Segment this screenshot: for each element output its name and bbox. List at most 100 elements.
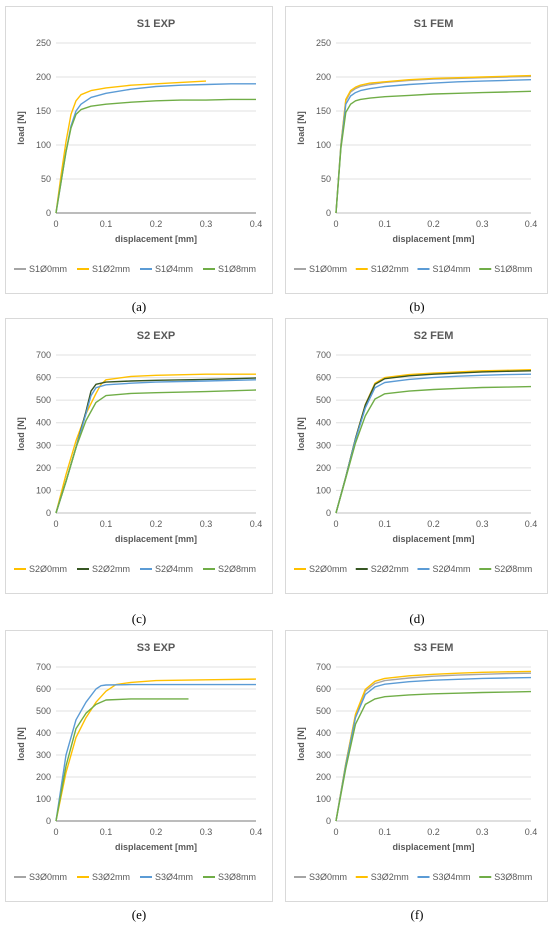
x-tick-label: 0.1 [100,827,113,837]
figure-caption: (e) [131,907,147,922]
y-tick-label: 300 [36,440,51,450]
y-tick-label: 0 [46,816,51,826]
series-line-3 [55,83,256,214]
legend-entry: S1Ø0mm [29,264,67,274]
x-tick-label: 0.4 [525,219,538,229]
y-tick-label: 300 [316,750,331,760]
legend-entry: S1Ø8mm [494,264,532,274]
legend-entry: S2Ø0mm [309,564,347,574]
series-line-1 [335,369,532,514]
legend-entry: S2Ø4mm [155,564,193,574]
chart-panel-6: S3 FEM 0 100 200 300 400 500 600 700 0 0.1 0.2 0.3 0.… [285,630,548,902]
y-axis-title: load [N] [296,417,306,451]
legend-entry: S3Ø0mm [29,872,67,882]
x-tick-label: 0 [333,219,338,229]
y-tick-label: 100 [316,794,331,804]
legend-entry: S2Ø8mm [218,564,256,574]
y-tick-label: 600 [316,684,331,694]
x-tick-label: 0.2 [150,219,163,229]
y-tick-label: 600 [36,684,51,694]
legend-entry: S1Ø8mm [218,264,256,274]
x-tick-label: 0.3 [200,519,213,529]
y-tick-label: 500 [36,395,51,405]
y-tick-label: 700 [36,350,51,360]
series-line-2 [335,370,532,514]
series-line-1 [55,373,256,514]
series-line-3 [335,373,532,514]
y-tick-label: 400 [36,728,51,738]
y-axis-title: load [N] [16,111,26,145]
y-tick-label: 150 [36,106,51,116]
chart-svg: S3 EXP 0 100 200 300 400 500 600 700 0 0.1 0.2 0.3 0.… [14,642,262,882]
figure-caption: (c) [131,611,147,626]
figure-caption: (f) [410,907,424,922]
legend-entry: S1Ø2mm [92,264,130,274]
x-tick-label: 0.2 [150,827,163,837]
x-tick-label: 0.3 [476,827,489,837]
series-line-2 [55,678,257,822]
series-line-4 [335,90,532,214]
y-tick-label: 200 [316,772,331,782]
x-tick-label: 0.2 [150,519,163,529]
legend-entry: S3Ø8mm [494,872,532,882]
legend-entry: S2Ø2mm [371,564,409,574]
legend-entry: S1Ø4mm [155,264,193,274]
x-tick-label: 0 [333,519,338,529]
y-axis-title: load [N] [16,417,26,451]
y-tick-label: 500 [36,706,51,716]
legend-entry: S1Ø4mm [433,264,471,274]
x-axis-title: displacement [mm] [392,534,474,544]
x-tick-label: 0 [53,219,58,229]
y-axis-title: load [N] [296,111,306,145]
series-line-3 [335,79,532,214]
chart-svg: S2 EXP 0 100 200 300 400 500 600 700 0 0.1 0.2 0.3 0.… [14,330,262,574]
y-tick-label: 250 [316,38,331,48]
y-tick-label: 0 [326,508,331,518]
chart-svg: S3 FEM 0 100 200 300 400 500 600 700 0 0.1 0.2 0.3 0.… [294,642,537,882]
legend-entry: S3Ø2mm [371,872,409,882]
y-tick-label: 200 [36,772,51,782]
chart-svg: S2 FEM 0 100 200 300 400 500 600 700 0 0.1 0.2 0.3 0.… [294,330,537,574]
x-tick-label: 0.1 [100,519,113,529]
x-tick-label: 0.2 [427,519,440,529]
x-tick-label: 0.1 [100,219,113,229]
chart-panel-3: S2 EXP 0 100 200 300 400 500 600 700 0 0.1 0.2 0.3 0.… [5,318,273,594]
legend-entry: S3Ø0mm [309,872,347,882]
x-axis-title: displacement [mm] [392,842,474,852]
chart-panel-5: S3 EXP 0 100 200 300 400 500 600 700 0 0.1 0.2 0.3 0.… [5,630,273,902]
y-tick-label: 100 [316,140,331,150]
series-line-4 [55,389,257,514]
chart-title: S3 FEM [414,642,454,654]
y-tick-label: 300 [36,750,51,760]
y-axis-title: load [N] [296,727,306,761]
y-tick-label: 100 [316,485,331,495]
y-tick-label: 50 [321,174,331,184]
y-tick-label: 0 [326,816,331,826]
x-tick-label: 0.2 [427,827,440,837]
y-tick-label: 100 [36,140,51,150]
chart-panel-2: S1 FEM 0 50 100 150 200 250 0 0.1 0.2 0.3 0.4 displa… [285,6,548,294]
series-line-4 [335,385,532,514]
y-tick-label: 300 [316,440,331,450]
legend-entry: S2Ø4mm [433,564,471,574]
y-tick-label: 400 [316,418,331,428]
y-tick-label: 0 [46,208,51,218]
y-tick-label: 700 [36,662,51,672]
chart-title: S1 FEM [414,18,454,30]
figure-caption: (d) [409,611,425,626]
y-tick-label: 150 [316,106,331,116]
y-axis-title: load [N] [16,727,26,761]
y-tick-label: 200 [316,72,331,82]
y-tick-label: 400 [36,418,51,428]
x-tick-label: 0 [53,827,58,837]
chart-svg: S1 FEM 0 50 100 150 200 250 0 0.1 0.2 0.3 0.4 displa… [294,18,538,274]
y-tick-label: 200 [36,72,51,82]
y-tick-label: 700 [316,662,331,672]
chart-panel-1: S1 EXP 0 50 100 150 200 250 0 0.1 0.2 0.3 0.4 displa… [5,6,273,294]
legend-entry: S3Ø4mm [155,872,193,882]
figure-caption: (a) [131,299,147,314]
y-tick-label: 400 [316,728,331,738]
y-tick-label: 500 [316,706,331,716]
x-tick-label: 0.4 [250,219,263,229]
legend-entry: S2Ø2mm [92,564,130,574]
